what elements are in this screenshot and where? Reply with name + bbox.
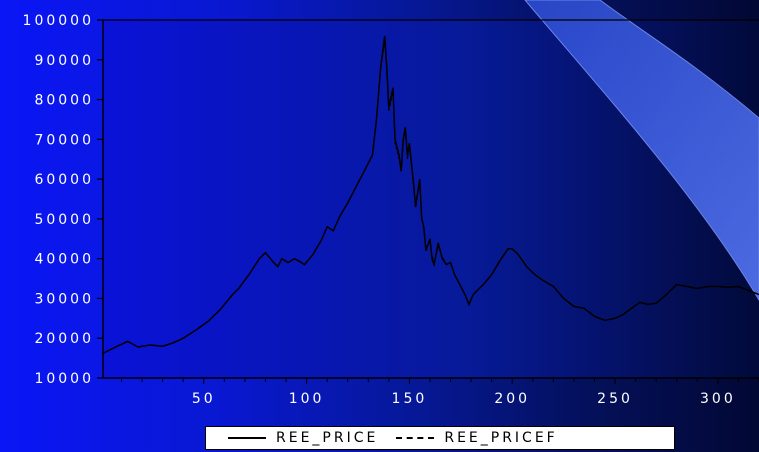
y-tick-label: 10000 — [34, 371, 94, 387]
x-tick-label: 300 — [700, 391, 736, 407]
y-tick-label: 100000 — [23, 13, 94, 29]
series-group — [103, 35, 759, 354]
legend-label-ree-pricef: REE_PRICEF — [444, 430, 558, 446]
legend-swatch-solid — [228, 437, 266, 439]
x-tick-label: 200 — [494, 391, 530, 407]
y-tick-label: 80000 — [34, 93, 94, 109]
x-tick-label: 250 — [597, 391, 633, 407]
y-tick-label: 50000 — [34, 212, 94, 228]
y-tick-label: 90000 — [34, 53, 94, 69]
legend-swatch-dashed — [396, 437, 435, 439]
legend: REE_PRICE REE_PRICEF — [205, 426, 675, 450]
x-tick-label: 50 — [192, 391, 216, 407]
y-axis-ticks: 10000 20000 30000 40000 50000 60000 70000 80000… — [23, 13, 103, 387]
y-tick-label: 70000 — [34, 132, 94, 148]
x-tick-label: 100 — [289, 391, 325, 407]
x-tick-label: 150 — [392, 391, 428, 407]
y-tick-label: 30000 — [34, 291, 94, 307]
x-axis-ticks: 50 100 150 200 250 300 — [121, 378, 759, 407]
series-line-ree-price — [103, 35, 759, 354]
legend-item-ree-price: REE_PRICE — [228, 430, 378, 446]
y-tick-label: 60000 — [34, 172, 94, 188]
y-tick-label: 40000 — [34, 252, 94, 268]
legend-item-ree-pricef: REE_PRICEF — [396, 430, 557, 446]
series-line-ree-pricef — [103, 39, 759, 354]
legend-label-ree-price: REE_PRICE — [276, 430, 379, 446]
y-tick-label: 20000 — [34, 331, 94, 347]
